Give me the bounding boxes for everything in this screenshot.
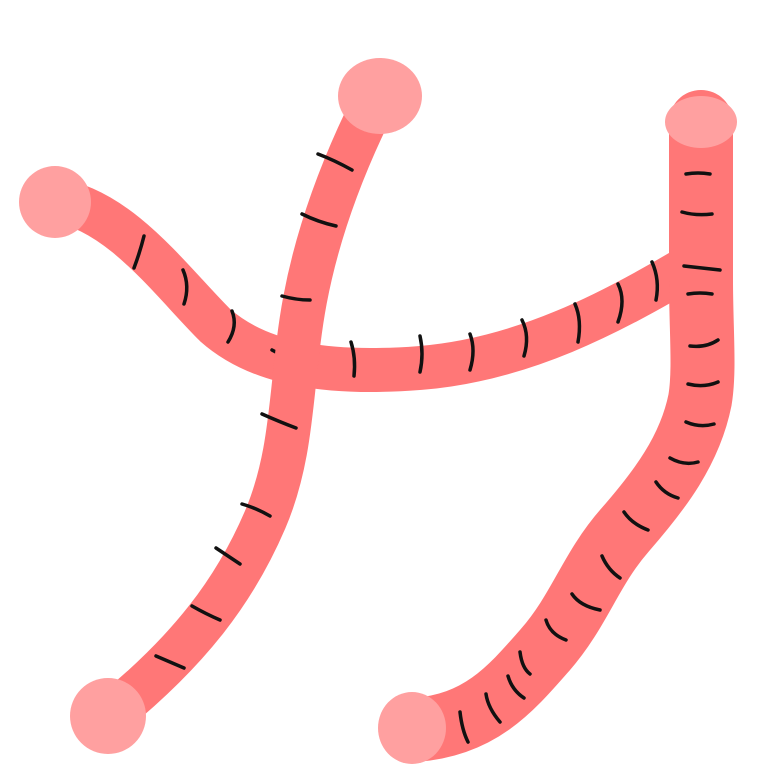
worm-body	[33, 178, 722, 393]
worm-segment-marks	[132, 234, 660, 378]
worm-segment-marks	[458, 171, 722, 744]
worm-body	[383, 90, 735, 762]
worm-end-cap	[665, 96, 737, 148]
worm-segment-marks	[154, 152, 354, 670]
worm-end-cap	[19, 166, 91, 238]
worm-horizontal	[19, 166, 722, 393]
worm-end-cap	[378, 692, 446, 764]
worm-right	[378, 90, 737, 764]
worm-body	[88, 73, 400, 737]
worm-end-cap	[338, 58, 422, 134]
worm-end-cap	[70, 678, 146, 754]
worm-vertical	[70, 58, 422, 754]
